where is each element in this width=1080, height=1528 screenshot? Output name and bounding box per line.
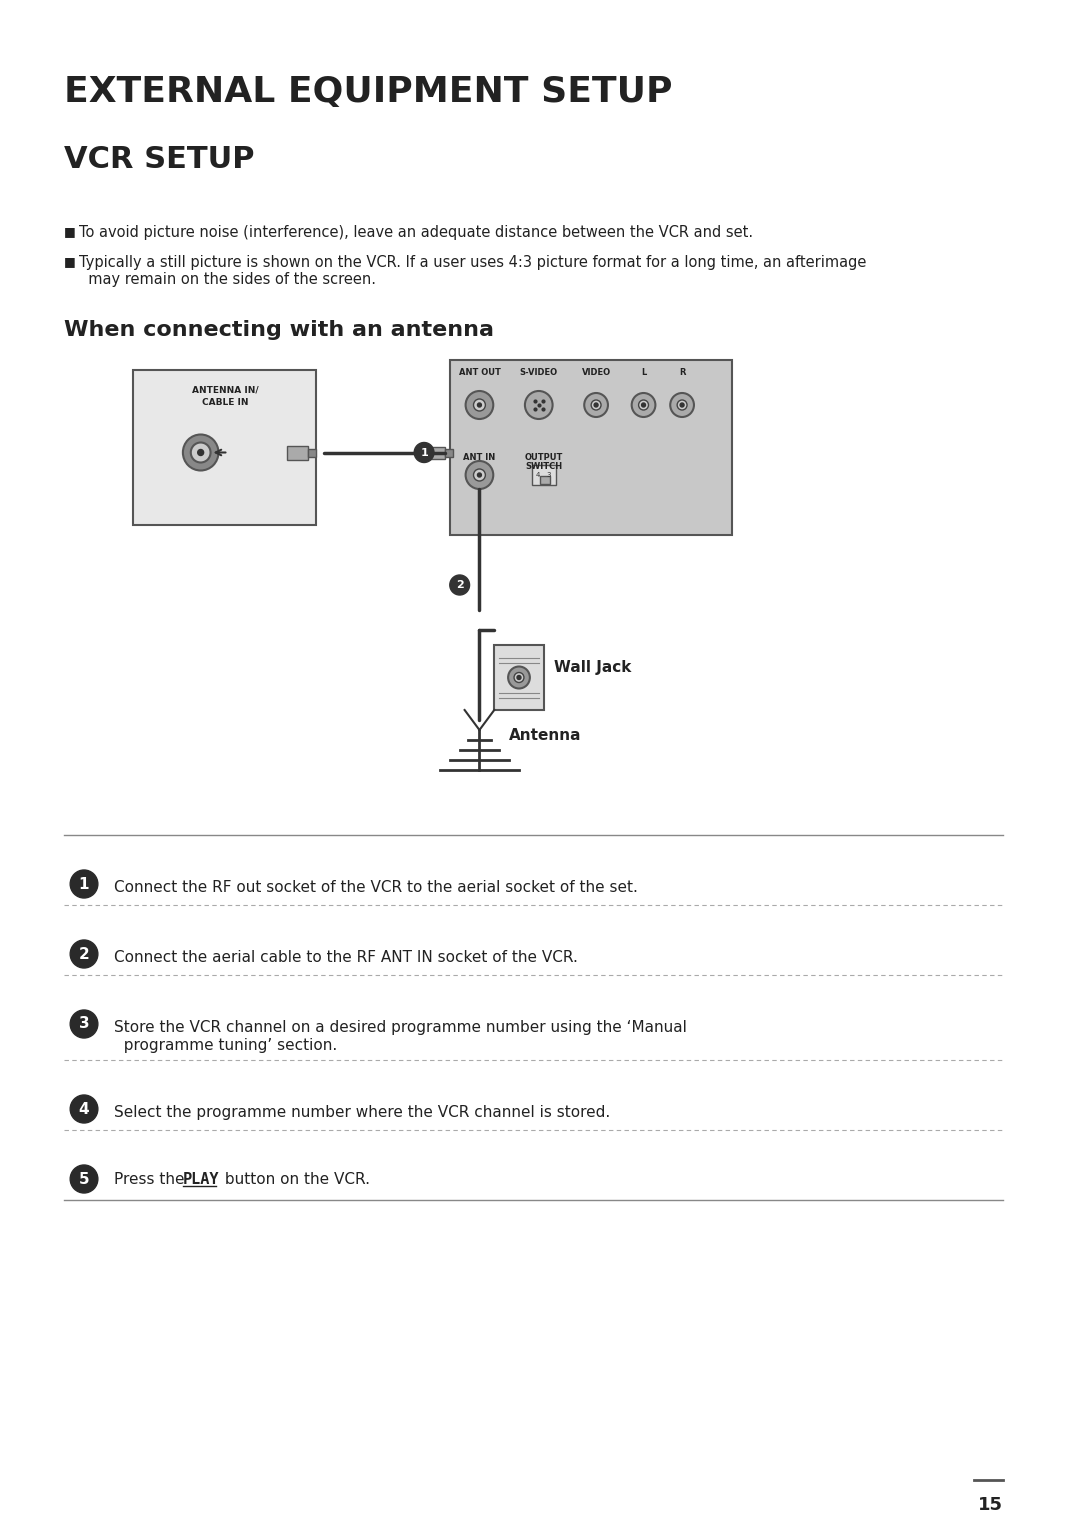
- Circle shape: [415, 443, 434, 463]
- Text: 1: 1: [79, 877, 90, 891]
- Text: ANT IN: ANT IN: [463, 452, 496, 461]
- Circle shape: [591, 400, 602, 410]
- Text: S-VIDEO: S-VIDEO: [519, 368, 557, 377]
- Circle shape: [70, 1010, 98, 1038]
- Bar: [495, 645, 543, 711]
- Text: VCR SETUP: VCR SETUP: [64, 145, 255, 174]
- Circle shape: [473, 399, 485, 411]
- Circle shape: [465, 391, 494, 419]
- Text: 3: 3: [79, 1016, 90, 1031]
- Text: Connect the RF out socket of the VCR to the aerial socket of the set.: Connect the RF out socket of the VCR to …: [113, 880, 637, 895]
- Text: button on the VCR.: button on the VCR.: [220, 1172, 370, 1187]
- Circle shape: [70, 869, 98, 898]
- Circle shape: [477, 403, 482, 406]
- Circle shape: [477, 474, 482, 477]
- Text: Connect the aerial cable to the RF ANT IN socket of the VCR.: Connect the aerial cable to the RF ANT I…: [113, 950, 578, 966]
- Text: 4: 4: [536, 472, 540, 478]
- Circle shape: [638, 400, 648, 410]
- Text: 2: 2: [456, 581, 463, 590]
- Text: 15: 15: [978, 1496, 1003, 1514]
- Circle shape: [191, 443, 211, 463]
- Circle shape: [183, 434, 218, 471]
- Text: ANTENNA IN/: ANTENNA IN/: [191, 385, 258, 394]
- Text: ■: ■: [64, 225, 76, 238]
- Text: 3: 3: [546, 472, 551, 478]
- Bar: [540, 477, 550, 484]
- Text: EXTERNAL EQUIPMENT SETUP: EXTERNAL EQUIPMENT SETUP: [64, 75, 673, 108]
- Text: To avoid picture noise (interference), leave an adequate distance between the VC: To avoid picture noise (interference), l…: [79, 225, 753, 240]
- Text: OUTPUT: OUTPUT: [525, 452, 563, 461]
- Text: Press the: Press the: [113, 1172, 189, 1187]
- Bar: [134, 370, 316, 526]
- Text: L: L: [640, 368, 646, 377]
- Text: Select the programme number where the VCR channel is stored.: Select the programme number where the VC…: [113, 1105, 610, 1120]
- Circle shape: [449, 575, 470, 594]
- Circle shape: [680, 403, 684, 406]
- Bar: [445, 449, 453, 457]
- Text: 5: 5: [79, 1172, 90, 1187]
- Circle shape: [584, 393, 608, 417]
- Text: programme tuning’ section.: programme tuning’ section.: [113, 1038, 337, 1053]
- Text: VIDEO: VIDEO: [581, 368, 610, 377]
- Bar: [427, 446, 445, 458]
- Circle shape: [642, 403, 646, 406]
- Text: PLAY: PLAY: [183, 1172, 219, 1187]
- Text: R: R: [679, 368, 686, 377]
- Circle shape: [198, 449, 204, 455]
- Text: 4: 4: [79, 1102, 90, 1117]
- Text: 1: 1: [420, 448, 428, 457]
- Circle shape: [525, 391, 553, 419]
- Text: ■: ■: [64, 255, 76, 267]
- Circle shape: [671, 393, 694, 417]
- Circle shape: [70, 1096, 98, 1123]
- Text: Wall Jack: Wall Jack: [554, 660, 631, 675]
- Circle shape: [508, 666, 530, 689]
- Text: When connecting with an antenna: When connecting with an antenna: [64, 319, 495, 341]
- Text: SWITCH: SWITCH: [525, 461, 563, 471]
- Circle shape: [594, 403, 598, 406]
- Text: Store the VCR channel on a desired programme number using the ‘Manual: Store the VCR channel on a desired progr…: [113, 1021, 687, 1034]
- Text: Typically a still picture is shown on the VCR. If a user uses 4:3 picture format: Typically a still picture is shown on th…: [79, 255, 866, 287]
- Circle shape: [517, 675, 521, 680]
- Text: Antenna: Antenna: [509, 727, 582, 743]
- Bar: [449, 361, 731, 535]
- Circle shape: [465, 461, 494, 489]
- Bar: [309, 449, 316, 457]
- Circle shape: [473, 469, 485, 481]
- Circle shape: [632, 393, 656, 417]
- Text: ANT OUT: ANT OUT: [459, 368, 500, 377]
- Circle shape: [70, 1164, 98, 1193]
- Circle shape: [70, 940, 98, 969]
- Circle shape: [677, 400, 687, 410]
- Circle shape: [514, 672, 524, 683]
- Bar: [286, 446, 309, 460]
- Text: 2: 2: [79, 946, 90, 961]
- Bar: [531, 465, 555, 484]
- Text: CABLE IN: CABLE IN: [202, 397, 248, 406]
